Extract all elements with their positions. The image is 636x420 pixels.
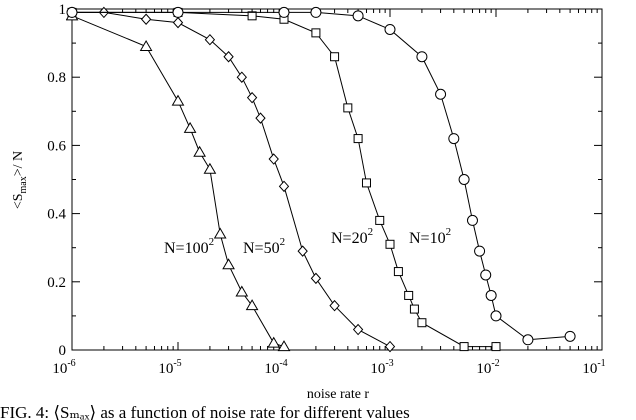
data-point <box>193 145 207 157</box>
data-point <box>236 71 247 83</box>
data-point <box>213 227 227 239</box>
x-tick-label: 10-3 <box>370 358 393 377</box>
data-point <box>329 299 340 312</box>
x-tick-label: 10-1 <box>582 358 605 377</box>
data-point <box>393 267 403 277</box>
x-tick-label: 10-2 <box>476 358 499 377</box>
data-point <box>139 40 153 52</box>
y-tick-label: 0.4 <box>47 207 66 223</box>
data-point <box>491 342 501 352</box>
data-point <box>310 272 322 285</box>
x-tick-label: 10-6 <box>52 358 75 377</box>
y-tick-label: 0 <box>59 343 67 359</box>
data-point <box>404 290 414 300</box>
figure-caption: FIG. 4: ⟨Sₘₐₓ⟩ as a function of noise ra… <box>0 403 410 420</box>
x-tick-label: 10-4 <box>264 358 287 377</box>
series-label-triangle: N=1002 <box>164 236 214 257</box>
data-point <box>466 214 478 226</box>
y-axis-title: <Smax>/ N <box>11 151 29 209</box>
series-line <box>72 11 496 348</box>
data-point <box>352 10 364 22</box>
data-point <box>222 258 235 270</box>
data-point <box>416 51 428 63</box>
data-point <box>204 33 216 46</box>
data-point <box>172 16 184 29</box>
data-point <box>448 133 460 145</box>
y-tick-label: 0.8 <box>47 70 66 86</box>
data-point <box>353 134 363 144</box>
series-triangle <box>66 9 291 352</box>
data-point <box>490 310 502 322</box>
data-point <box>417 318 427 328</box>
series-layer <box>66 6 576 353</box>
data-point <box>183 121 197 133</box>
data-point <box>311 28 321 38</box>
data-point <box>375 215 385 225</box>
series-circle <box>66 6 576 346</box>
data-point <box>361 178 371 188</box>
data-point <box>480 269 492 281</box>
data-point <box>268 153 279 165</box>
data-point <box>246 91 258 104</box>
data-point <box>435 88 447 100</box>
data-point <box>278 6 290 18</box>
series-line <box>72 11 571 341</box>
data-point <box>267 336 281 348</box>
data-point <box>66 6 78 18</box>
series-square <box>67 7 501 352</box>
y-tick-label: 1 <box>59 2 67 18</box>
data-point <box>247 11 257 21</box>
data-point <box>409 304 419 314</box>
series-diamond <box>66 6 396 353</box>
axis-ticks: 10-6 10-5 10-4 10-3 10-2 10-1 0 0.2 0.4 0.6 0.8 1 <box>47 2 605 377</box>
series-line <box>71 15 285 348</box>
data-point <box>459 342 469 352</box>
data-point <box>522 334 534 346</box>
y-tick-label: 0.6 <box>47 138 66 154</box>
data-point <box>172 6 184 18</box>
data-point <box>140 13 152 25</box>
data-point <box>277 340 291 352</box>
series-label-square: N=202 <box>331 226 373 247</box>
data-point <box>343 103 353 113</box>
y-tick-label: 0.2 <box>47 275 66 291</box>
data-point <box>385 239 395 249</box>
data-point <box>474 245 486 257</box>
data-point <box>330 52 340 62</box>
data-point <box>245 299 259 311</box>
data-point <box>352 323 364 336</box>
data-point <box>310 6 322 18</box>
series-label-circle: N=102 <box>409 226 451 247</box>
series-line <box>72 11 391 348</box>
data-point <box>564 330 576 342</box>
data-point <box>255 112 266 124</box>
data-point <box>171 94 185 106</box>
data-point <box>297 245 308 257</box>
series-labels: N=1002 N=502 N=202 N=102 <box>164 226 451 257</box>
data-point <box>223 50 234 63</box>
data-point <box>384 340 396 353</box>
data-point <box>235 285 249 297</box>
data-point <box>278 180 290 193</box>
data-point <box>384 23 396 35</box>
data-point <box>485 289 497 301</box>
data-point <box>203 162 217 174</box>
series-label-diamond: N=502 <box>243 236 285 257</box>
x-axis-title: noise rate r <box>307 387 370 402</box>
x-tick-label: 10-5 <box>158 358 181 377</box>
data-point <box>458 174 470 185</box>
